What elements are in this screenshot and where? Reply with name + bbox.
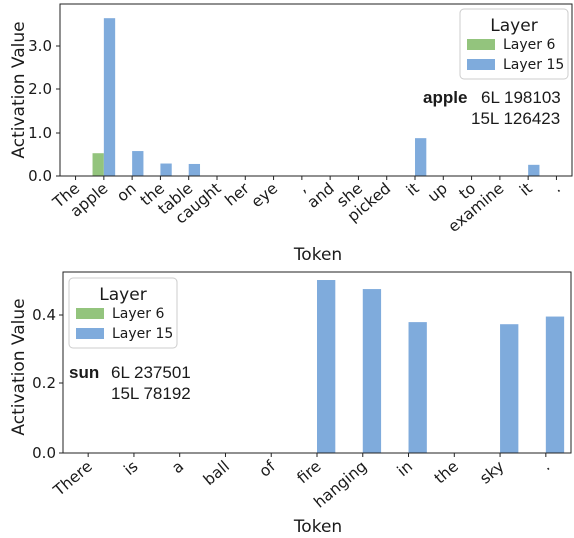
bottom-x-tick-label: a: [168, 457, 187, 477]
top-y-ticks: 0.0 1.0 2.0 3.0: [28, 37, 60, 185]
top-x-tick-label: it: [516, 179, 536, 199]
bottom-bar-layer15: [317, 280, 336, 453]
top-x-axis-title: Token: [293, 245, 342, 265]
bottom-legend: Layer Layer 6 Layer 15: [68, 277, 178, 349]
top-legend-swatch-layer15: [467, 59, 495, 70]
bottom-x-tick-label: in: [394, 457, 416, 480]
top-ytick-label: 0.0: [28, 167, 52, 185]
bottom-legend-swatch-layer6: [76, 308, 104, 319]
bottom-annotation-word: sun: [69, 363, 99, 382]
bottom-legend-label-layer6: Layer 6: [112, 306, 164, 322]
bottom-bar-layer15: [545, 316, 565, 453]
top-x-tick-label: examine: [445, 179, 508, 236]
bottom-x-tick-label: There: [49, 457, 95, 500]
top-legend: Layer Layer 6 Layer 15: [459, 8, 569, 80]
bottom-ytick-label: 0.0: [32, 444, 56, 462]
bottom-legend-swatch-layer15: [76, 328, 104, 339]
top-plot-frame: [59, 3, 573, 177]
bottom-y-axis-title: Activation Value: [9, 298, 29, 435]
bottom-annotation-line2: 15L 78192: [111, 384, 191, 403]
bottom-x-tick-label: sky: [476, 457, 507, 487]
bottom-bar-layer15: [408, 322, 427, 453]
bottom-x-tick-label: the: [431, 457, 462, 487]
bottom-annotation: sun 6L 237501 15L 78192: [69, 363, 191, 403]
top-x-tick-label: eye: [248, 179, 281, 211]
bottom-legend-title: Layer: [99, 285, 146, 305]
top-legend-label-layer6: Layer 6: [503, 37, 555, 53]
top-x-tick-label: and: [304, 179, 338, 212]
top-y-axis-title: Activation Value: [9, 21, 29, 158]
top-x-tick-label: ,: [294, 179, 309, 196]
top-bars: [92, 18, 540, 176]
bottom-x-tick-label: fire: [294, 457, 325, 487]
bottom-x-axis-title: Token: [293, 517, 342, 537]
top-x-tick-label: .: [549, 179, 564, 196]
bottom-annotation-line1: 6L 237501: [111, 363, 191, 382]
top-annotation-line2: 15L 126423: [471, 109, 560, 128]
top-x-tick-label: on: [113, 179, 139, 205]
bottom-bar-layer15: [500, 324, 519, 453]
bottom-plot-frame: [62, 271, 572, 454]
top-bar-layer15: [103, 18, 116, 176]
top-x-tick-label: it: [403, 179, 423, 199]
top-x-tick-label: her: [222, 179, 254, 210]
bottom-legend-label-layer15: Layer 15: [112, 326, 173, 342]
top-legend-title: Layer: [490, 16, 537, 36]
top-annotation: apple 6L 198103 15L 126423: [423, 88, 561, 128]
bottom-x-tick-label: of: [256, 457, 279, 481]
top-x-tick-label: up: [424, 179, 451, 205]
top-bar-layer15: [160, 163, 172, 176]
top-annotation-line1: 6L 198103: [481, 88, 561, 107]
bottom-x-tick-label: is: [120, 457, 141, 479]
top-bar-layer15: [415, 138, 427, 176]
top-legend-swatch-layer6: [467, 39, 495, 50]
top-legend-label-layer15: Layer 15: [503, 57, 564, 73]
top-bar-layer15: [132, 151, 144, 176]
bottom-x-tick-label: .: [538, 457, 553, 474]
bottom-ytick-label: 0.2: [32, 374, 56, 392]
top-bar-layer6: [92, 153, 104, 176]
bottom-ytick-label: 0.4: [32, 306, 56, 324]
top-annotation-word: apple: [423, 88, 467, 107]
bottom-x-tick-label: ball: [200, 457, 233, 489]
top-ytick-label: 3.0: [28, 37, 52, 55]
top-bar-layer15: [528, 164, 540, 176]
bottom-bars: [317, 280, 565, 453]
top-bar-layer15: [188, 163, 201, 176]
top-ytick-label: 2.0: [28, 80, 52, 98]
bottom-bar-layer15: [362, 289, 382, 453]
bottom-y-ticks: 0.0 0.2 0.4: [32, 306, 63, 462]
top-ytick-label: 1.0: [28, 124, 52, 142]
